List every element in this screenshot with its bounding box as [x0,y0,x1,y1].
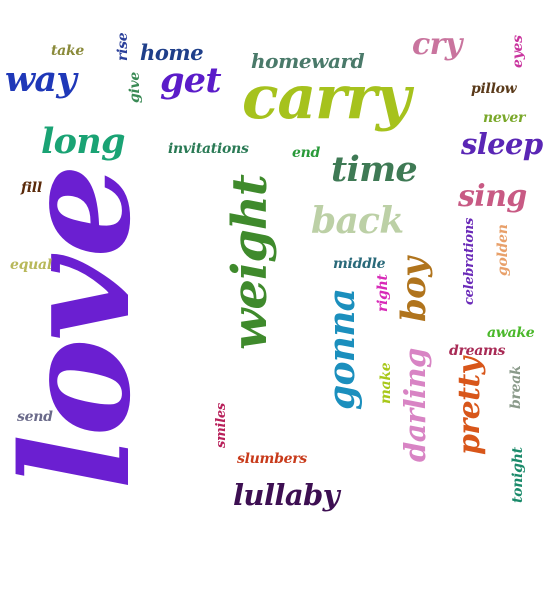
word-sing: sing [458,179,527,214]
word-long: long [41,121,125,162]
word-carry: carry [242,63,411,133]
word-way: way [5,59,77,100]
word-pretty: pretty [452,357,487,455]
word-fill: fill [21,180,42,196]
word-time: time [331,149,418,190]
word-never: never [483,110,526,126]
word-make: make [378,362,394,404]
word-smiles: smiles [214,403,229,448]
word-take: take [51,43,85,59]
word-invitations: invitations [168,141,249,157]
word-tonight: tonight [510,447,526,503]
word-rise: rise [115,32,131,61]
word-send: send [17,409,53,425]
word-celebrations: celebrations [462,217,477,305]
word-home: home [140,40,204,65]
word-eyes: eyes [510,35,526,68]
word-darling: darling [398,348,432,462]
word-boy: boy [394,257,434,322]
word-get: get [160,60,222,101]
word-slumbers: slumbers [237,451,307,467]
word-awake: awake [487,325,535,341]
word-golden: golden [495,224,511,276]
word-cry: cry [412,27,462,62]
word-break: break [508,365,524,409]
word-pillow: pillow [471,81,517,97]
word-give: give [127,71,143,103]
word-back: back [311,200,404,242]
word-weight: weight [222,175,278,350]
word-sleep: sleep [461,127,543,161]
word-end: end [292,145,321,161]
word-middle: middle [333,256,386,272]
word-love: love [0,166,163,490]
word-homeward: homeward [251,49,365,73]
word-lullaby: lullaby [233,478,340,512]
word-dreams: dreams [449,343,506,359]
word-gonna: gonna [321,288,363,410]
word-right: right [375,274,391,312]
word-equal: equal [10,257,52,273]
